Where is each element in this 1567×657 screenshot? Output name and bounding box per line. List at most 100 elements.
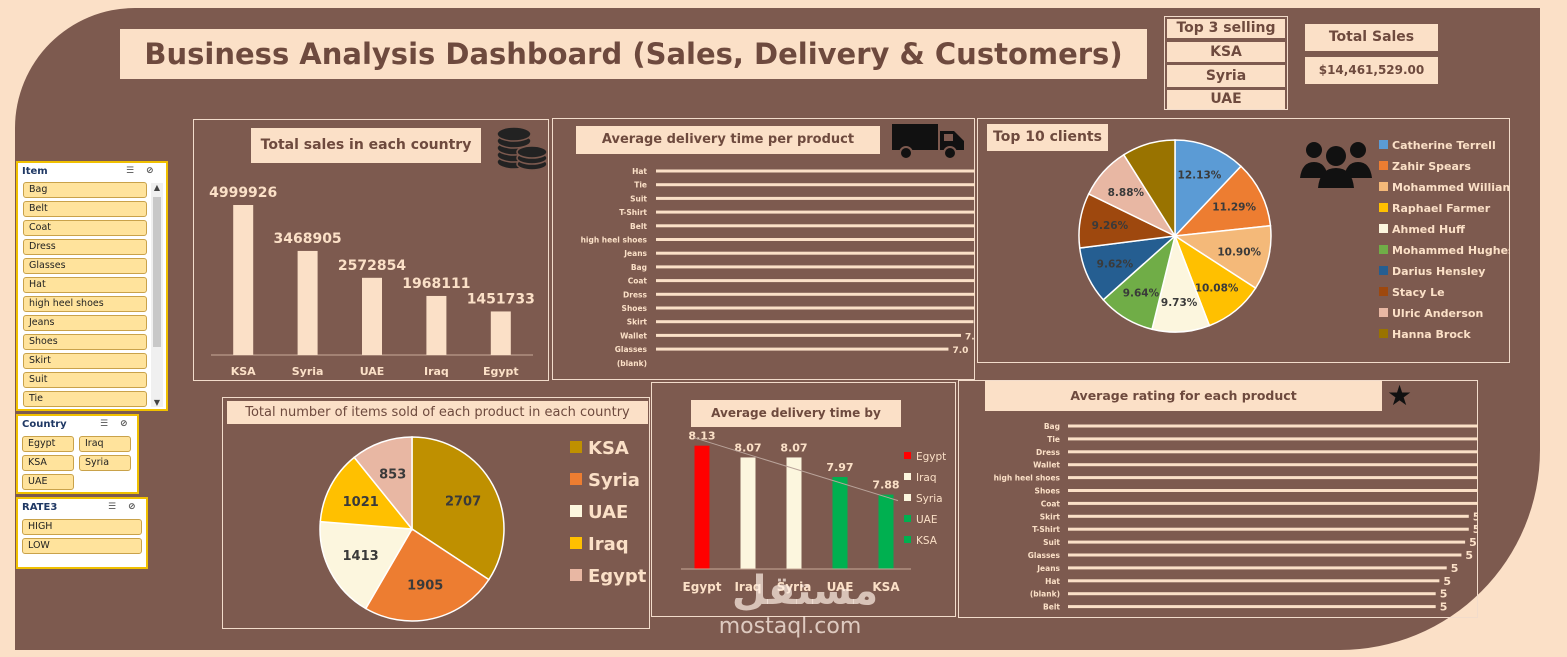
legend-swatch: [1379, 224, 1388, 233]
data-label: 5: [1473, 510, 1478, 523]
bar: [1068, 540, 1466, 544]
slicer-option[interactable]: Shoes: [23, 334, 147, 350]
legend-label: Mohammed Hughes: [1392, 244, 1510, 257]
pie-slice: [364, 527, 490, 622]
slicer-option[interactable]: Suit: [23, 372, 147, 388]
bar: [233, 205, 254, 355]
slicer-item[interactable]: Item ☰ ⊘ Bag Belt Coat Dress Glasses Hat high …: [16, 161, 168, 411]
slicer-option[interactable]: KSA: [22, 455, 74, 471]
legend-label: UAE: [916, 514, 938, 526]
multi-select-icon[interactable]: ☰: [126, 166, 135, 176]
tick-label: Suit: [630, 194, 647, 203]
trendline: [693, 437, 899, 502]
data-label: 1451733: [467, 291, 535, 307]
data-label: 8.07: [780, 441, 807, 454]
data-label: 9.64%: [1123, 288, 1160, 300]
slicer-country-header: Country ☰ ⊘: [18, 416, 137, 433]
pie-slice: [319, 456, 414, 530]
panel-top10-clients: [977, 118, 1510, 363]
total-sales-value: $14,461,529.00: [1305, 57, 1438, 84]
bar: [656, 224, 975, 228]
legend-swatch: [904, 494, 911, 501]
legend-label: Iraq: [588, 534, 629, 555]
bar: [1068, 527, 1469, 531]
bar: [656, 333, 961, 337]
tick-label: KSA: [231, 365, 256, 378]
tick-label: Hat: [1045, 577, 1060, 586]
data-label: 3468905: [273, 231, 341, 247]
legend-swatch: [904, 473, 911, 480]
bar: [656, 251, 975, 255]
panel-avg-delivery-country: [651, 382, 956, 617]
bar: [656, 169, 975, 173]
slicer-option[interactable]: LOW: [22, 538, 142, 554]
slicer-option[interactable]: high heel shoes: [23, 296, 147, 312]
legend-label: Iraq: [916, 472, 937, 484]
tick-label: Belt: [1043, 603, 1060, 612]
legend-label: Hanna Brock: [1392, 328, 1471, 341]
legend-label: Egypt: [588, 566, 647, 587]
scroll-up-icon[interactable]: ▲: [153, 183, 161, 192]
tick-label: Belt: [630, 222, 647, 231]
scroll-down-icon[interactable]: ▼: [153, 398, 161, 407]
chart-title-items-sold: Total number of items sold of each produ…: [227, 401, 648, 424]
bar: [1068, 450, 1478, 454]
slicer-option[interactable]: Egypt: [22, 436, 74, 452]
legend-swatch: [904, 515, 911, 522]
legend-label: Raphael Farmer: [1392, 202, 1491, 215]
legend-label: Syria: [916, 493, 943, 505]
slicer-option[interactable]: Skirt: [23, 353, 147, 369]
slicer-option[interactable]: Bag: [23, 182, 147, 198]
clear-filter-icon[interactable]: ⊘: [146, 166, 154, 176]
slicer-option[interactable]: Glasses: [23, 258, 147, 274]
legend-label: Syria: [588, 470, 640, 491]
legend-label: Mohammed William: [1392, 181, 1510, 194]
bar: [1068, 579, 1440, 583]
clear-filter-icon[interactable]: ⊘: [120, 419, 128, 429]
panel-avg-delivery-product: [552, 118, 975, 380]
legend-swatch: [570, 537, 582, 549]
slicer-option[interactable]: HIGH: [22, 519, 142, 535]
pie-slice: [1172, 224, 1272, 290]
bar: [1068, 605, 1436, 609]
chart-sales-by-country: 4999926 KSA 3468905 Syria 2572854 UAE 1968111 I…: [209, 185, 535, 378]
chart-title-sales-by-country: Total sales in each country: [251, 128, 481, 163]
slicer-option[interactable]: Coat: [23, 220, 147, 236]
bar: [1068, 476, 1478, 480]
slicer-option[interactable]: Syria: [79, 455, 131, 471]
slicer-option[interactable]: Belt: [23, 201, 147, 217]
tick-label: Shoes: [622, 304, 648, 313]
slicer-country[interactable]: Country ☰ ⊘ Egypt Iraq KSA Syria UAE: [16, 414, 139, 494]
tick-label: Tie: [634, 181, 647, 190]
clear-filter-icon[interactable]: ⊘: [128, 502, 136, 512]
slicer-rate[interactable]: RATE3 ☰ ⊘ HIGH LOW: [16, 497, 148, 569]
tick-label: UAE: [827, 580, 854, 594]
scroll-thumb[interactable]: [153, 197, 161, 347]
legend-swatch: [1379, 161, 1388, 170]
slicer-scrollbar[interactable]: ▲ ▼: [151, 183, 163, 407]
slicer-option[interactable]: Hat: [23, 277, 147, 293]
data-label: 2572854: [338, 258, 406, 274]
legend-label: Stacy Le: [1392, 286, 1445, 299]
tick-label: Syria: [292, 365, 324, 378]
data-label: 5: [1440, 601, 1448, 614]
slicer-option[interactable]: Dress: [23, 239, 147, 255]
slicer-option[interactable]: Tie: [23, 391, 147, 407]
tick-label: UAE: [360, 365, 385, 378]
bar: [656, 210, 975, 214]
data-label: 7.88: [872, 479, 899, 492]
panel-items-sold: [222, 397, 650, 629]
data-label: 1413: [343, 549, 379, 564]
slicer-option[interactable]: Jeans: [23, 315, 147, 331]
legend-swatch: [570, 505, 582, 517]
slicer-option[interactable]: Iraq: [79, 436, 131, 452]
bar: [656, 347, 949, 351]
multi-select-icon[interactable]: ☰: [100, 419, 109, 429]
multi-select-icon[interactable]: ☰: [108, 502, 117, 512]
slicer-option[interactable]: UAE: [22, 474, 74, 490]
legend-label: KSA: [916, 535, 938, 547]
bar: [1068, 424, 1478, 428]
top3-item: UAE: [1167, 90, 1285, 109]
